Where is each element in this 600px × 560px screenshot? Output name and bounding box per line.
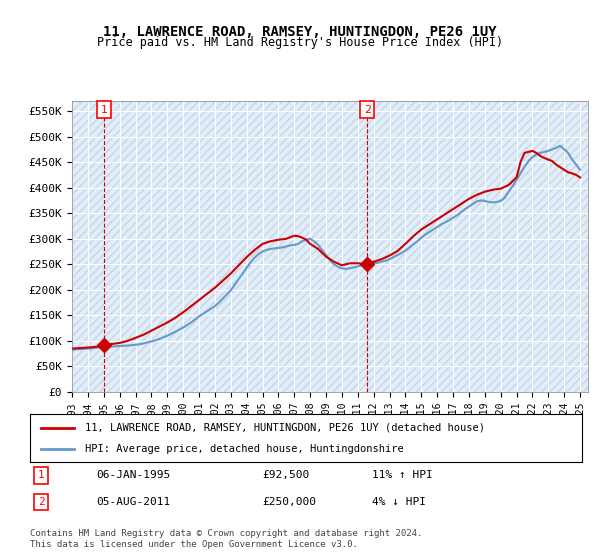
Text: 1: 1 [101, 105, 107, 115]
Text: Contains HM Land Registry data © Crown copyright and database right 2024.
This d: Contains HM Land Registry data © Crown c… [30, 529, 422, 549]
Text: £92,500: £92,500 [262, 470, 309, 480]
Text: 4% ↓ HPI: 4% ↓ HPI [372, 497, 426, 507]
Text: HPI: Average price, detached house, Huntingdonshire: HPI: Average price, detached house, Hunt… [85, 444, 404, 454]
Text: 1: 1 [38, 470, 44, 480]
Text: 11% ↑ HPI: 11% ↑ HPI [372, 470, 433, 480]
Text: 06-JAN-1995: 06-JAN-1995 [96, 470, 170, 480]
Text: Price paid vs. HM Land Registry's House Price Index (HPI): Price paid vs. HM Land Registry's House … [97, 36, 503, 49]
Text: 11, LAWRENCE ROAD, RAMSEY, HUNTINGDON, PE26 1UY (detached house): 11, LAWRENCE ROAD, RAMSEY, HUNTINGDON, P… [85, 423, 485, 433]
Text: 2: 2 [38, 497, 44, 507]
Text: £250,000: £250,000 [262, 497, 316, 507]
Text: 11, LAWRENCE ROAD, RAMSEY, HUNTINGDON, PE26 1UY: 11, LAWRENCE ROAD, RAMSEY, HUNTINGDON, P… [103, 25, 497, 39]
Text: 05-AUG-2011: 05-AUG-2011 [96, 497, 170, 507]
Text: 2: 2 [364, 105, 371, 115]
